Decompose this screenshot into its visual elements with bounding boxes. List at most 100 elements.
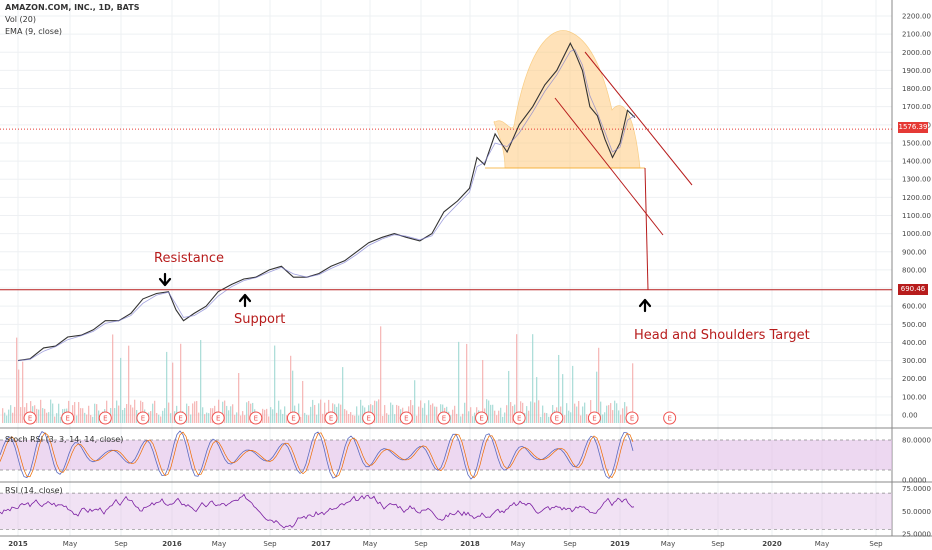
volume-bar: [600, 401, 602, 423]
volume-bar: [210, 408, 212, 423]
volume-bar: [128, 345, 130, 423]
volume-bar: [616, 403, 618, 423]
earnings-marker-label: E: [442, 415, 446, 423]
volume-bar: [460, 416, 462, 423]
volume-bar: [420, 400, 422, 423]
price-tag-target: 690.46: [898, 284, 928, 295]
volume-bar: [248, 400, 250, 423]
volume-bar: [344, 409, 346, 423]
volume-bar: [390, 402, 392, 423]
volume-bar: [276, 412, 278, 423]
volume-bar: [164, 408, 166, 423]
volume-bar: [14, 406, 16, 423]
volume-bar: [134, 399, 136, 423]
y-tick-label-22: 0.00: [902, 412, 918, 420]
volume-bar: [198, 412, 200, 423]
ema-line: [17, 49, 636, 361]
y-tick-label-1: 2100.00: [902, 31, 931, 39]
volume-bar: [498, 410, 500, 423]
earnings-marker-label: E: [517, 415, 521, 423]
volume-bar: [232, 404, 234, 423]
volume-bar: [622, 408, 624, 423]
earnings-marker-label: E: [555, 415, 559, 423]
earnings-marker: [587, 411, 601, 425]
volume-bar: [544, 412, 546, 423]
volume-bar: [36, 408, 38, 423]
arrow-support: [238, 293, 252, 308]
volume-bar: [306, 414, 308, 423]
legend-ema: EMA (9, close): [5, 27, 62, 36]
volume-bar: [280, 409, 282, 423]
volume-bar: [166, 351, 168, 423]
y-tick-label-19: 300.00: [902, 357, 927, 365]
volume-bar: [360, 399, 362, 423]
stoch-k-line: [0, 430, 634, 480]
volume-bar: [582, 406, 584, 423]
volume-bar: [384, 405, 386, 423]
volume-bar: [118, 405, 120, 423]
x-tick-label-11: Sep: [563, 540, 577, 548]
volume-bar: [598, 347, 600, 423]
volume-bar: [340, 404, 342, 423]
volume-bar: [286, 415, 288, 423]
volume-bar: [506, 405, 508, 423]
annotation-target: Head and Shoulders Target: [634, 328, 810, 343]
volume-bar: [578, 400, 580, 423]
volume-bar: [44, 408, 46, 423]
volume-bar: [304, 412, 306, 423]
volume-bar: [558, 354, 560, 423]
volume-bar: [318, 403, 320, 423]
volume-bar: [572, 365, 574, 423]
volume-bar: [162, 410, 164, 423]
volume-bar: [80, 408, 82, 423]
volume-bar: [160, 416, 162, 423]
x-tick-label-1: May: [63, 540, 77, 548]
volume-bar: [290, 355, 292, 423]
earnings-marker: [550, 411, 564, 425]
volume-bar: [494, 410, 496, 423]
earnings-marker-label: E: [366, 415, 370, 423]
volume-bar: [570, 412, 572, 423]
volume-bar: [586, 414, 588, 423]
volume-bar: [396, 404, 398, 423]
volume-bar: [398, 405, 400, 423]
earnings-marker: [249, 411, 263, 425]
volume-bar: [94, 403, 96, 423]
legend-stoch-rsi: Stoch RSI (3, 3, 14, 14, close): [5, 435, 124, 444]
annotation-support: Support: [234, 312, 286, 327]
volume-bar: [302, 380, 304, 423]
volume-bar: [324, 402, 326, 423]
volume-bar: [410, 399, 412, 423]
volume-bar: [482, 359, 484, 423]
volume-bar: [208, 413, 210, 423]
volume-bar: [376, 401, 378, 423]
volume-bar: [516, 334, 518, 423]
volume-bar: [378, 399, 380, 423]
volume-bar: [584, 402, 586, 423]
y-tick-label-2: 2000.00: [902, 49, 931, 57]
volume-bar: [130, 404, 132, 423]
x-tick-label-14: Sep: [711, 540, 725, 548]
volume-bar: [392, 404, 394, 423]
annotation-resistance: Resistance: [154, 251, 225, 266]
volume-bar: [156, 412, 158, 423]
volume-bar: [90, 415, 92, 423]
earnings-marker: [512, 411, 526, 425]
earnings-marker: [663, 411, 677, 425]
volume-bar: [530, 401, 532, 423]
volume-bar: [352, 415, 354, 423]
earnings-marker-label: E: [216, 415, 220, 423]
volume-bar: [434, 406, 436, 423]
earnings-marker: [23, 411, 37, 425]
volume-bar: [112, 334, 114, 423]
volume-bar: [350, 412, 352, 423]
volume-bar: [190, 414, 192, 423]
volume-bar: [574, 403, 576, 423]
volume-bar: [432, 403, 434, 423]
earnings-marker: [399, 411, 413, 425]
volume-bar: [610, 403, 612, 423]
earnings-marker: [475, 411, 489, 425]
volume-bar: [2, 408, 4, 423]
volume-bar: [414, 380, 416, 423]
